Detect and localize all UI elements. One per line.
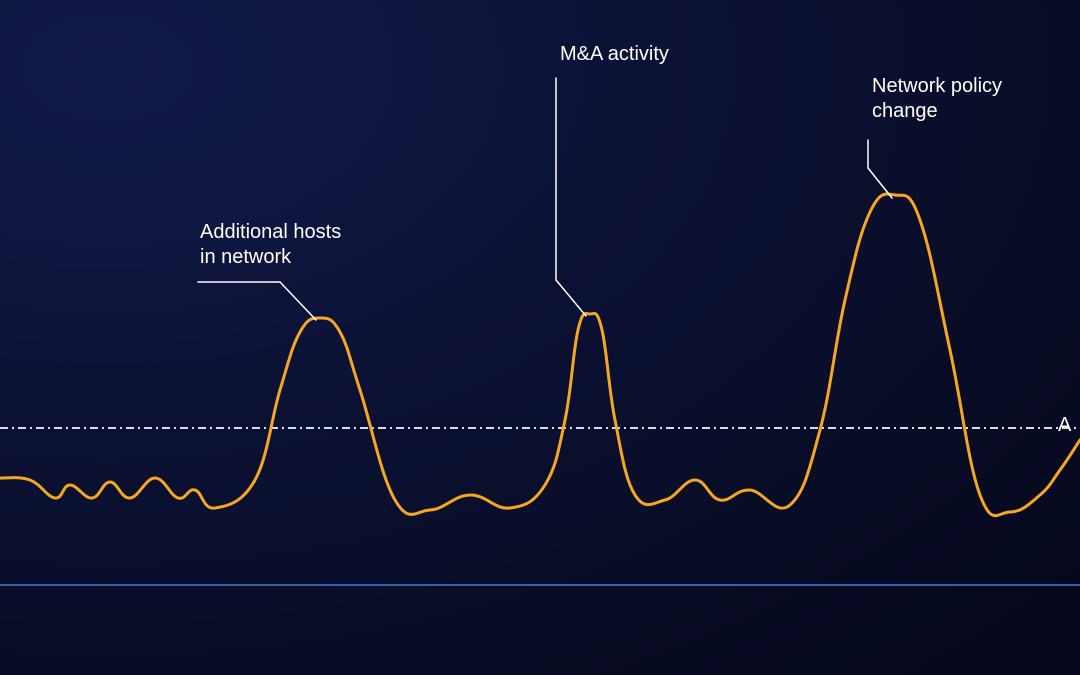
- annotation-network-policy: Network policy change: [872, 74, 1002, 124]
- annotation-ma-activity: M&A activity: [560, 42, 669, 67]
- threshold-right-label: A: [1058, 414, 1071, 437]
- chart-stage: Additional hosts in network M&A activity…: [0, 0, 1080, 675]
- annotation-additional-hosts: Additional hosts in network: [200, 220, 341, 270]
